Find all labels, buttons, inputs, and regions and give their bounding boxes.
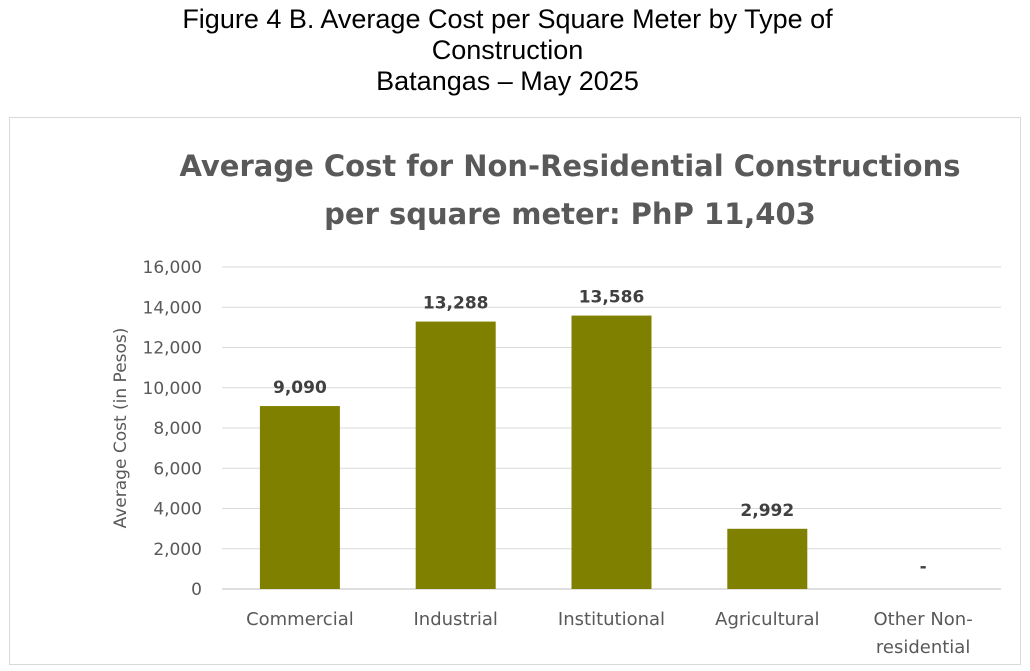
x-tick-label: Industrial	[413, 609, 497, 630]
bar	[571, 315, 652, 589]
y-tick-label: 16,000	[143, 258, 202, 278]
data-label: 2,992	[740, 501, 794, 521]
y-tick-label: 14,000	[143, 298, 202, 318]
y-tick-label: 0	[191, 580, 202, 600]
figure-title: Figure 4 B. Average Cost per Square Mete…	[0, 4, 1015, 97]
y-tick-label: 8,000	[153, 419, 202, 439]
y-tick-label: 6,000	[153, 459, 202, 479]
data-label: 9,090	[273, 378, 327, 398]
x-tick-label: residential	[876, 637, 970, 658]
bar	[415, 321, 496, 589]
figure-title-line-3: Batangas – May 2025	[376, 66, 639, 96]
y-tick-label: 2,000	[153, 540, 202, 560]
data-label: -	[920, 557, 927, 577]
bar	[259, 406, 340, 589]
chart-title-line-1: Average Cost for Non-Residential Constru…	[179, 149, 961, 183]
y-tick-label: 10,000	[143, 379, 202, 399]
y-axis-title: Average Cost (in Pesos)	[111, 328, 131, 529]
chart-area	[9, 117, 1021, 665]
figure-title-line-1: Figure 4 B. Average Cost per Square Mete…	[182, 4, 833, 34]
data-label: 13,586	[579, 288, 645, 308]
data-label: 13,288	[423, 294, 489, 314]
figure-title-line-2: Construction	[431, 35, 584, 65]
chart-title: Average Cost for Non-Residential Constru…	[120, 142, 1020, 238]
x-tick-label: Institutional	[558, 609, 665, 630]
bar	[727, 528, 808, 589]
chart-title-line-2: per square meter: PhP 11,403	[324, 197, 816, 231]
x-tick-label: Agricultural	[715, 609, 819, 630]
y-tick-label: 4,000	[153, 500, 202, 520]
x-tick-label: Other Non-	[873, 609, 972, 630]
y-tick-label: 12,000	[143, 339, 202, 359]
x-tick-label: Commercial	[246, 609, 354, 630]
